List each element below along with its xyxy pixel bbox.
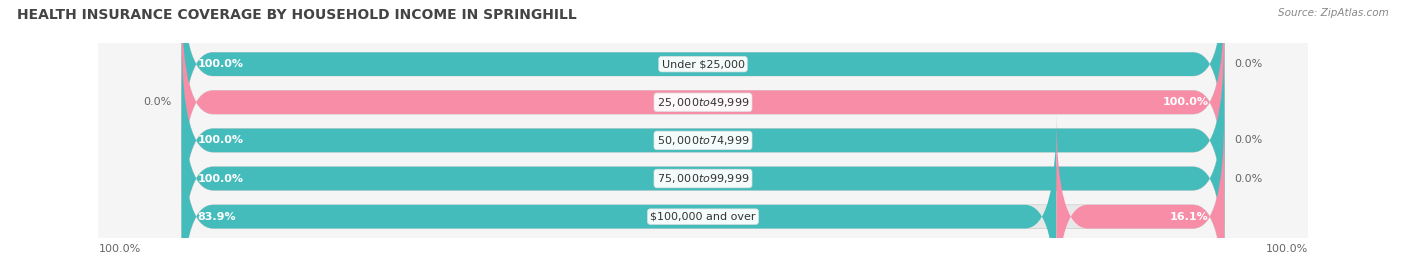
Text: 100.0%: 100.0% <box>1265 244 1308 254</box>
Text: $50,000 to $74,999: $50,000 to $74,999 <box>657 134 749 147</box>
FancyBboxPatch shape <box>1056 114 1225 270</box>
Text: 0.0%: 0.0% <box>143 97 172 107</box>
FancyBboxPatch shape <box>181 114 1225 270</box>
Text: 100.0%: 100.0% <box>197 174 243 184</box>
FancyBboxPatch shape <box>181 76 1225 270</box>
FancyBboxPatch shape <box>181 76 1225 270</box>
Text: 100.0%: 100.0% <box>197 135 243 146</box>
Text: $100,000 and over: $100,000 and over <box>650 212 756 222</box>
Text: 0.0%: 0.0% <box>1234 135 1263 146</box>
Text: 100.0%: 100.0% <box>197 59 243 69</box>
FancyBboxPatch shape <box>181 38 1225 243</box>
Text: 100.0%: 100.0% <box>98 244 141 254</box>
Text: $75,000 to $99,999: $75,000 to $99,999 <box>657 172 749 185</box>
Text: Under $25,000: Under $25,000 <box>661 59 745 69</box>
Text: 0.0%: 0.0% <box>1234 59 1263 69</box>
FancyBboxPatch shape <box>181 0 1225 205</box>
Text: $25,000 to $49,999: $25,000 to $49,999 <box>657 96 749 109</box>
Text: 16.1%: 16.1% <box>1170 212 1209 222</box>
FancyBboxPatch shape <box>181 114 1056 270</box>
FancyBboxPatch shape <box>181 0 1225 205</box>
Text: HEALTH INSURANCE COVERAGE BY HOUSEHOLD INCOME IN SPRINGHILL: HEALTH INSURANCE COVERAGE BY HOUSEHOLD I… <box>17 8 576 22</box>
Text: 0.0%: 0.0% <box>1234 174 1263 184</box>
FancyBboxPatch shape <box>181 0 1225 167</box>
FancyBboxPatch shape <box>181 38 1225 243</box>
Text: 100.0%: 100.0% <box>1163 97 1209 107</box>
Text: Source: ZipAtlas.com: Source: ZipAtlas.com <box>1278 8 1389 18</box>
Text: 83.9%: 83.9% <box>197 212 236 222</box>
FancyBboxPatch shape <box>181 0 1225 167</box>
